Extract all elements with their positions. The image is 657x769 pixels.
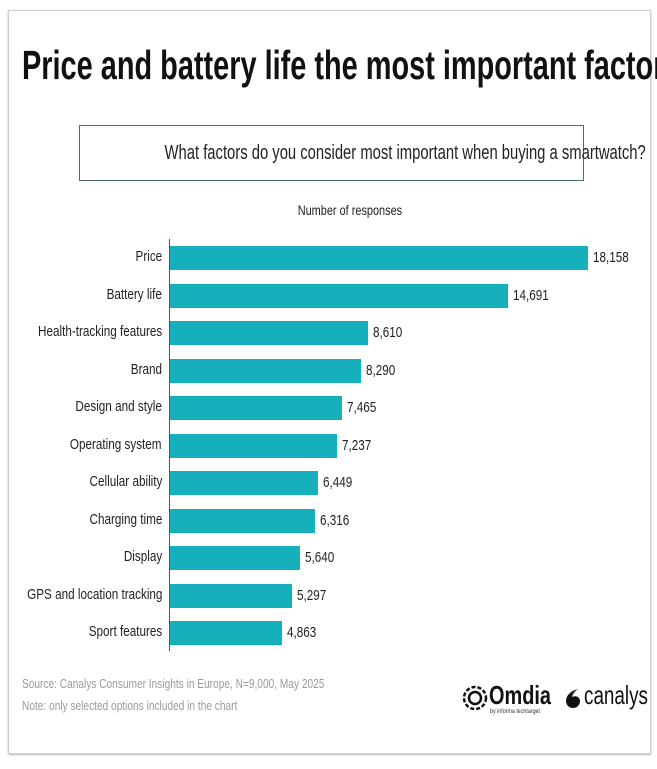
- category-label: Battery life: [91, 286, 162, 303]
- value-label: 7,465: [347, 399, 385, 416]
- y-axis-line: [169, 239, 170, 651]
- bar: [170, 546, 300, 570]
- bar: [170, 621, 282, 645]
- category-label-text: Price: [135, 248, 162, 265]
- bar: [170, 508, 316, 533]
- bar: [170, 396, 342, 420]
- value-label: 8,290: [366, 362, 404, 379]
- value-label-text: 8,290: [365, 361, 396, 379]
- bar: [170, 471, 319, 495]
- canalys-wordmark-group: canalys: [584, 680, 648, 710]
- source-text: Source: Canalys Consumer Insights in Eur…: [22, 676, 325, 691]
- selection-note: Note: only selected options included in …: [22, 698, 298, 713]
- value-label: 18,158: [593, 249, 639, 266]
- bar: [170, 358, 361, 383]
- canalys-mark-icon: [566, 689, 580, 708]
- category-label-text: Cellular ability: [89, 473, 162, 490]
- source-note: Source: Canalys Consumer Insights in Eur…: [22, 676, 410, 691]
- category-label: Price: [128, 248, 162, 265]
- value-label-text: 14,691: [513, 286, 549, 304]
- bar: [170, 283, 509, 308]
- omdia-wordmark: Omdia: [489, 680, 551, 710]
- bar: [170, 583, 292, 608]
- value-label-text: 6,449: [323, 474, 353, 491]
- canalys-logo: canalys: [564, 680, 650, 716]
- canalys-wordmark: canalys: [584, 680, 648, 710]
- category-label: Display: [113, 548, 162, 565]
- omdia-circle-icon: [462, 685, 488, 711]
- category-label: Operating system: [44, 436, 162, 453]
- value-label: 7,237: [342, 437, 380, 454]
- axis-title-text: Number of responses: [297, 202, 403, 218]
- value-label-text: 8,610: [373, 324, 403, 341]
- omdia-logo: Omdia by informa techtarget: [462, 680, 552, 716]
- value-label: 14,691: [513, 287, 559, 304]
- category-label-text: GPS and location tracking: [26, 585, 162, 603]
- chart-title-text: Price and battery life the most importan…: [22, 42, 657, 88]
- axis-title: Number of responses: [250, 202, 450, 218]
- category-label: Cellular ability: [69, 473, 162, 490]
- value-label: 6,449: [323, 474, 361, 491]
- bar: [170, 246, 588, 270]
- category-label-text: Design and style: [75, 398, 162, 415]
- value-label-text: 5,640: [304, 549, 335, 566]
- value-label-text: 7,237: [341, 436, 371, 454]
- category-label: Sport features: [68, 623, 162, 640]
- value-label: 5,297: [297, 587, 335, 604]
- category-label-text: Charging time: [89, 510, 162, 528]
- category-label: Health-tracking features: [3, 323, 162, 340]
- category-label: Brand: [122, 361, 162, 378]
- chart-title: Price and battery life the most importan…: [22, 42, 657, 89]
- value-label: 5,640: [305, 549, 343, 566]
- value-label: 6,316: [320, 512, 358, 529]
- value-label-text: 7,465: [346, 399, 377, 416]
- omdia-wordmark-group: Omdia by informa techtarget: [489, 680, 551, 715]
- category-label-text: Sport features: [88, 623, 162, 640]
- note-text: Note: only selected options included in …: [22, 698, 238, 713]
- value-label: 4,863: [287, 624, 325, 641]
- category-label-text: Display: [123, 548, 162, 565]
- category-label-text: Health-tracking features: [37, 323, 162, 340]
- category-label: GPS and location tracking: [0, 586, 162, 603]
- category-label: Charging time: [69, 511, 162, 528]
- omdia-subtext: by informa techtarget: [490, 709, 540, 715]
- category-label: Design and style: [51, 398, 162, 415]
- category-label-text: Battery life: [106, 285, 162, 303]
- value-label: 8,610: [373, 324, 411, 341]
- category-label-text: Brand: [130, 360, 162, 378]
- question-text: What factors do you consider most import…: [164, 142, 646, 164]
- question-box: What factors do you consider most import…: [79, 125, 646, 181]
- value-label-text: 5,297: [296, 586, 327, 604]
- category-label-text: Operating system: [70, 435, 162, 453]
- value-label-text: 4,863: [286, 624, 317, 641]
- bar: [170, 433, 337, 458]
- value-label-text: 6,316: [320, 511, 350, 529]
- value-label-text: 18,158: [593, 249, 629, 266]
- bar: [170, 321, 369, 345]
